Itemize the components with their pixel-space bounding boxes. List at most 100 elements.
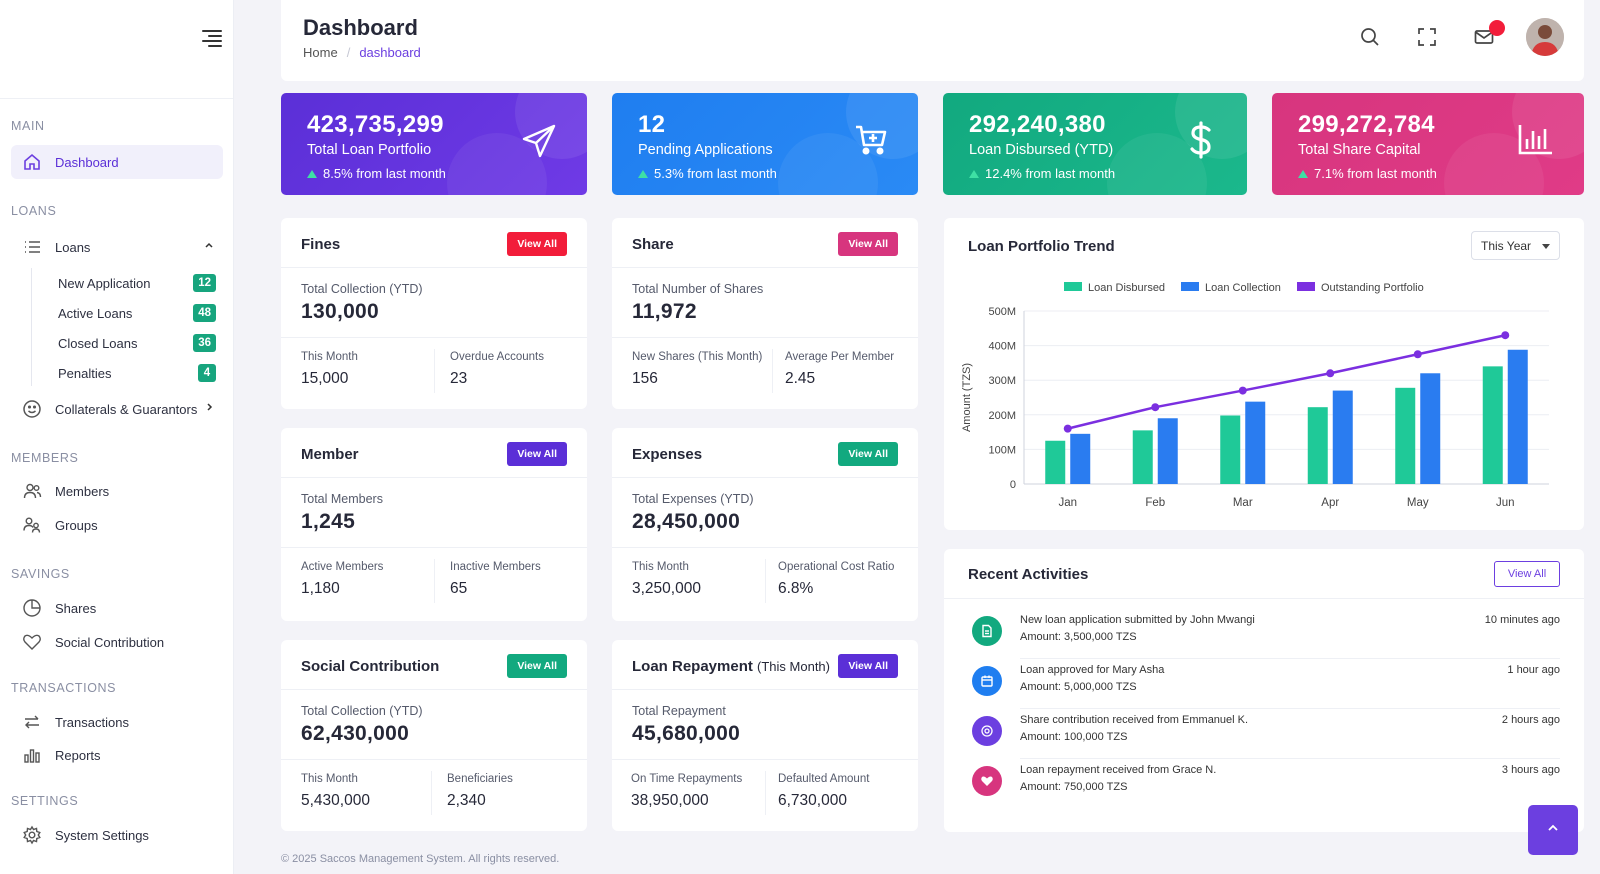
stat-label: Active Members bbox=[301, 561, 384, 573]
legend-label: Outstanding Portfolio bbox=[1321, 282, 1424, 294]
stat-label: Beneficiaries bbox=[447, 773, 513, 785]
bar-loan-disbursed bbox=[1132, 430, 1153, 484]
section-main: MAIN bbox=[11, 119, 45, 133]
card-member: Member View All Total Members 1,245 Acti… bbox=[281, 428, 587, 621]
chevron-up-icon bbox=[1546, 821, 1560, 840]
avatar[interactable] bbox=[1526, 18, 1564, 56]
sidebar-item-collaterals[interactable]: Collaterals & Guarantors bbox=[11, 392, 223, 426]
stat-card-loan-portfolio[interactable]: 423,735,299 Total Loan Portfolio 8.5% fr… bbox=[281, 93, 587, 195]
sidebar-item-reports[interactable]: Reports bbox=[11, 738, 223, 772]
card-share: Share View All Total Number of Shares 11… bbox=[612, 218, 918, 409]
view-all-button[interactable]: View All bbox=[507, 232, 567, 256]
view-all-button[interactable]: View All bbox=[507, 442, 567, 466]
sidebar-item-label: Collaterals & Guarantors bbox=[55, 401, 198, 417]
activity-item[interactable]: New loan application submitted by John M… bbox=[968, 609, 1560, 659]
count-badge: 12 bbox=[193, 274, 216, 292]
activity-item[interactable]: Loan repayment received from Grace N. Am… bbox=[968, 759, 1560, 809]
stat-label: Defaulted Amount bbox=[778, 773, 870, 785]
total-value: 28,450,000 bbox=[632, 510, 741, 533]
stat-value: 12 bbox=[638, 111, 666, 138]
card-title: Fines bbox=[301, 236, 341, 253]
sidebar-item-shares[interactable]: Shares bbox=[11, 591, 223, 625]
divider bbox=[281, 267, 587, 268]
total-value: 1,245 bbox=[301, 510, 356, 533]
sidebar-item-label: Transactions bbox=[55, 714, 129, 730]
cart-plus-icon bbox=[854, 123, 888, 162]
sidebar-item-system-settings[interactable]: System Settings bbox=[11, 818, 223, 852]
stat-card-share-capital[interactable]: 299,272,784 Total Share Capital 7.1% fro… bbox=[1272, 93, 1584, 195]
x-tick-label: Feb bbox=[1145, 497, 1165, 509]
sidebar-item-label: Dashboard bbox=[55, 154, 119, 170]
sidebar-item-groups[interactable]: Groups bbox=[11, 508, 223, 542]
bar-loan-collection bbox=[1420, 373, 1441, 484]
total-label: Total Number of Shares bbox=[632, 282, 764, 296]
stat-value: 292,240,380 bbox=[969, 111, 1106, 138]
menu-toggle-icon[interactable] bbox=[202, 30, 222, 48]
list-icon bbox=[21, 236, 43, 258]
fullscreen-icon[interactable] bbox=[1416, 26, 1440, 50]
card-loan-repayment: Loan Repayment (This Month) View All Tot… bbox=[612, 640, 918, 831]
document-icon bbox=[972, 616, 1002, 646]
stat-card-pending-applications[interactable]: 12 Pending Applications 5.3% from last m… bbox=[612, 93, 918, 195]
divider bbox=[431, 771, 432, 815]
total-value: 11,972 bbox=[632, 300, 697, 323]
card-expenses: Expenses View All Total Expenses (YTD) 2… bbox=[612, 428, 918, 621]
sidebar-subitem-closed-loans[interactable]: Closed Loans 36 bbox=[58, 330, 216, 356]
bar-loan-disbursed bbox=[1220, 415, 1241, 484]
sidebar-subitem-new-application[interactable]: New Application 12 bbox=[58, 270, 216, 296]
bar-loan-collection bbox=[1070, 433, 1091, 484]
sidebar-item-social-contribution[interactable]: Social Contribution bbox=[11, 625, 223, 659]
stat-value: 15,000 bbox=[301, 370, 349, 387]
subitem-label: New Application bbox=[58, 275, 151, 291]
sidebar-item-loans[interactable]: Loans bbox=[11, 230, 223, 264]
gear-icon bbox=[972, 716, 1002, 746]
divider bbox=[612, 547, 918, 548]
line-point bbox=[1151, 403, 1160, 412]
search-icon[interactable] bbox=[1359, 26, 1383, 50]
bar-chart-icon bbox=[21, 744, 43, 766]
view-all-button[interactable]: View All bbox=[838, 654, 898, 678]
sidebar-item-dashboard[interactable]: Dashboard bbox=[11, 145, 223, 179]
mail-icon[interactable] bbox=[1473, 26, 1497, 50]
period-select[interactable]: This Year bbox=[1471, 231, 1560, 260]
divider bbox=[434, 349, 435, 393]
x-tick-label: Jun bbox=[1496, 497, 1515, 509]
y-tick-label: 300M bbox=[988, 375, 1016, 387]
heart-icon bbox=[972, 766, 1002, 796]
activity-amount: Amount: 3,500,000 TZS bbox=[1020, 631, 1137, 643]
divider bbox=[612, 759, 918, 760]
activity-time: 10 minutes ago bbox=[1484, 614, 1560, 626]
sidebar-subitem-active-loans[interactable]: Active Loans 48 bbox=[58, 300, 216, 326]
breadcrumb-home[interactable]: Home bbox=[303, 45, 338, 60]
bar-loan-collection bbox=[1157, 418, 1178, 484]
sidebar-item-members[interactable]: Members bbox=[11, 474, 223, 508]
stat-value: 23 bbox=[450, 370, 468, 387]
sidebar-item-label: Shares bbox=[55, 600, 97, 616]
activity-item[interactable]: Loan approved for Mary Asha Amount: 5,00… bbox=[968, 659, 1560, 709]
card-title-subtext: (This Month) bbox=[757, 659, 830, 674]
activity-time: 1 hour ago bbox=[1507, 664, 1560, 676]
scroll-top-button[interactable] bbox=[1528, 805, 1578, 855]
card-title: Share bbox=[632, 236, 674, 253]
sidebar-subitem-penalties[interactable]: Penalties 4 bbox=[58, 360, 216, 386]
divider bbox=[612, 267, 918, 268]
subitem-label: Penalties bbox=[58, 365, 112, 381]
activity-item[interactable]: Share contribution received from Emmanue… bbox=[968, 709, 1560, 759]
view-all-button[interactable]: View All bbox=[1494, 561, 1560, 587]
footer-copyright: © 2025 Saccos Management System. All rig… bbox=[281, 853, 560, 865]
sidebar-item-label: System Settings bbox=[55, 827, 149, 843]
stat-label: Total Loan Portfolio bbox=[307, 142, 432, 158]
stat-card-loan-disbursed[interactable]: 292,240,380 Loan Disbursed (YTD) 12.4% f… bbox=[943, 93, 1247, 195]
dollar-icon bbox=[1189, 121, 1213, 164]
divider bbox=[434, 559, 435, 603]
stat-value: 299,272,784 bbox=[1298, 111, 1435, 138]
divider bbox=[281, 337, 587, 338]
view-all-button[interactable]: View All bbox=[838, 442, 898, 466]
divider bbox=[765, 771, 766, 815]
sidebar-item-transactions[interactable]: Transactions bbox=[11, 705, 223, 739]
activity-text: New loan application submitted by John M… bbox=[1020, 614, 1255, 626]
gear-icon bbox=[21, 824, 43, 846]
view-all-button[interactable]: View All bbox=[507, 654, 567, 678]
view-all-button[interactable]: View All bbox=[838, 232, 898, 256]
notification-dot bbox=[1489, 20, 1505, 36]
